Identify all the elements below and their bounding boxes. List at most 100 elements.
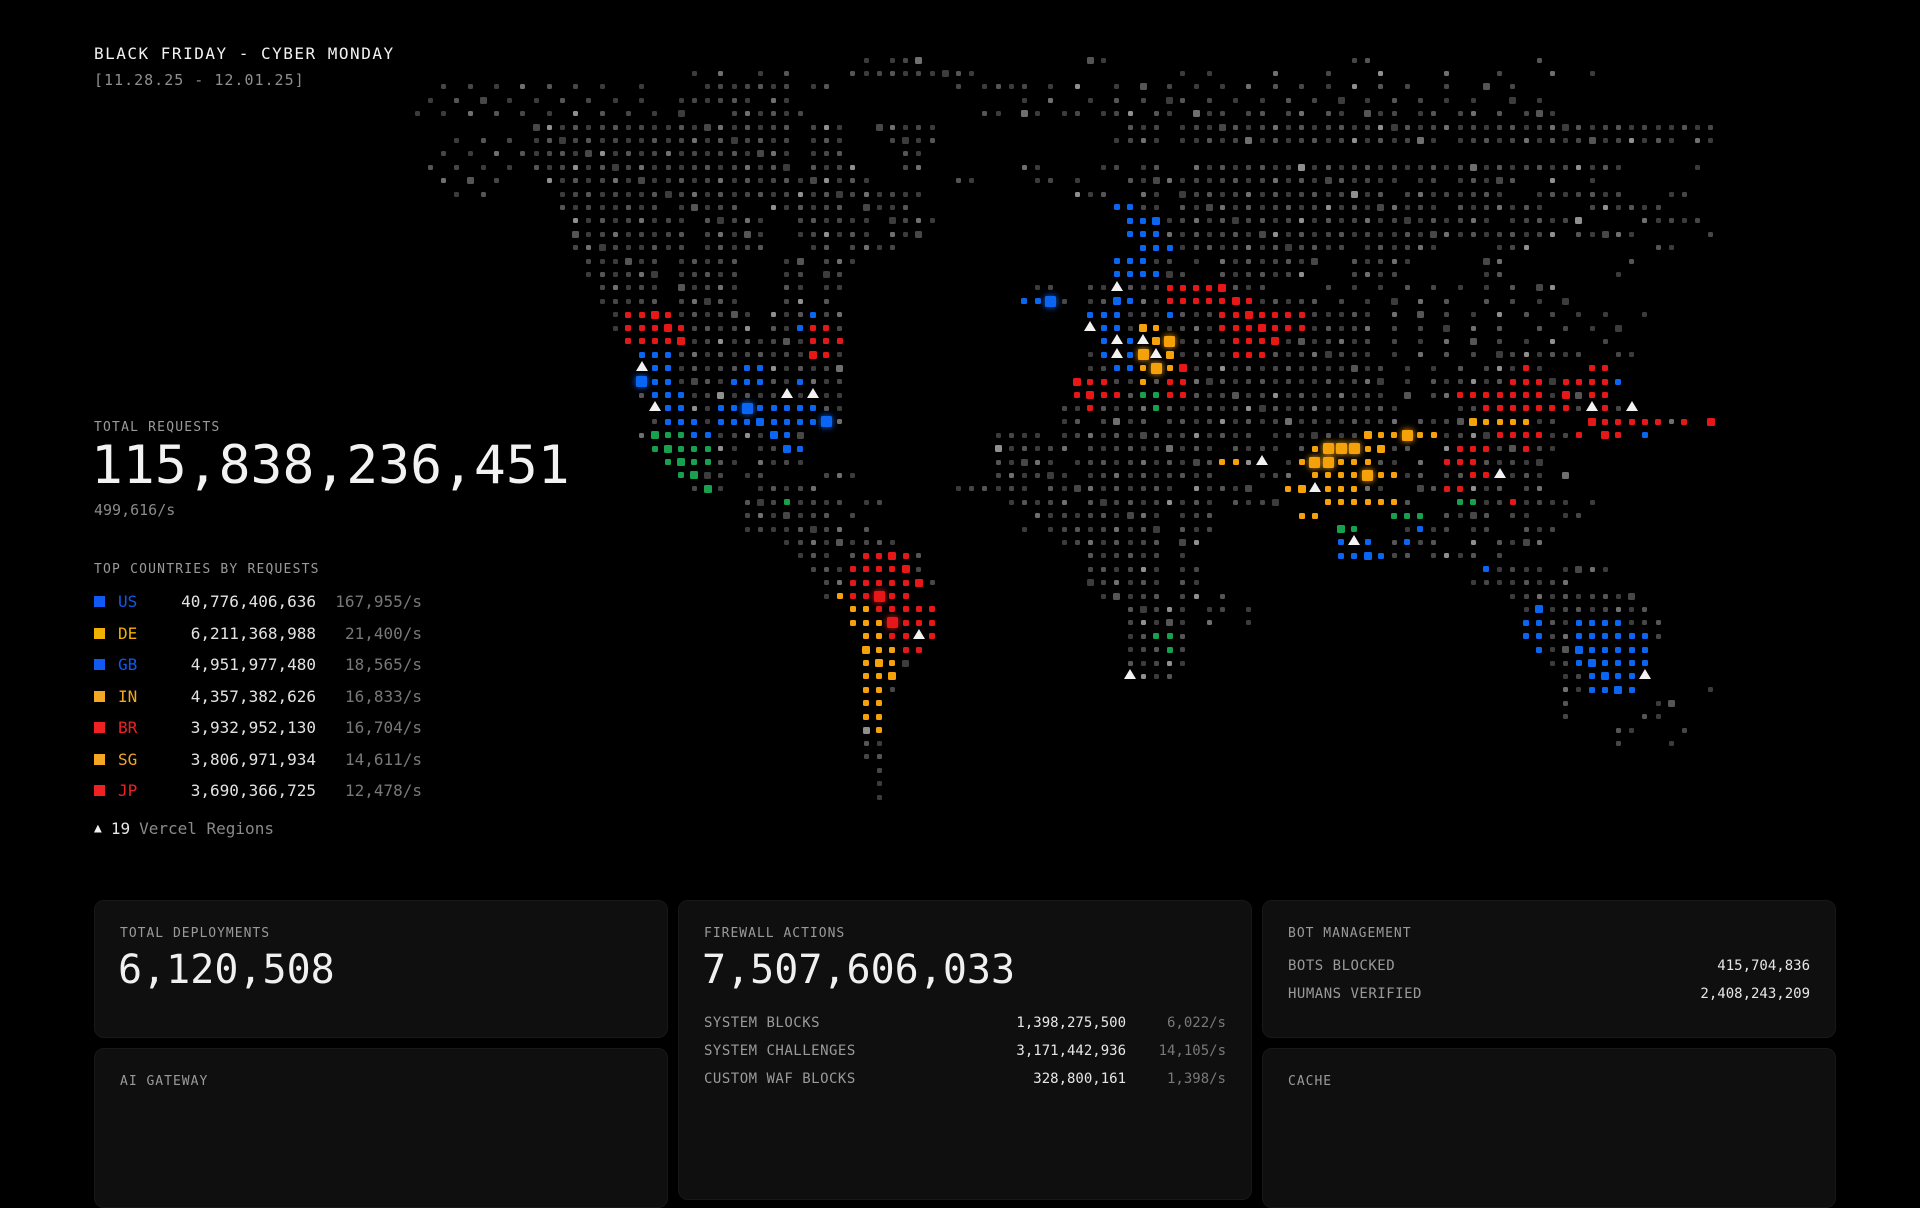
map-dot <box>1206 124 1212 130</box>
map-dot <box>823 298 829 304</box>
map-dot <box>863 700 869 707</box>
map-dot <box>1457 124 1463 130</box>
map-dot <box>1497 245 1503 251</box>
map-dot <box>1074 84 1080 90</box>
map-dot <box>1629 137 1635 143</box>
map-dot <box>1206 392 1212 398</box>
map-dot <box>599 137 605 143</box>
map-dot <box>1549 111 1555 117</box>
map-dot <box>1140 298 1146 304</box>
map-dot <box>1140 647 1146 653</box>
map-dot <box>467 84 473 90</box>
map-dot <box>1470 124 1476 130</box>
map-dot <box>1272 392 1278 398</box>
map-dot <box>1285 405 1291 411</box>
map-dot <box>771 513 777 519</box>
map-dot <box>1150 362 1162 374</box>
map-dot <box>1391 97 1397 103</box>
map-dot <box>1127 647 1133 653</box>
map-dot <box>454 164 460 170</box>
map-dot <box>1206 352 1212 358</box>
map-dot <box>1206 446 1212 452</box>
map-dot <box>1180 526 1186 532</box>
map-dot <box>797 418 803 425</box>
map-dot <box>1233 191 1239 197</box>
map-dot <box>1140 566 1146 572</box>
total-requests-rate: 499,616/s <box>94 501 176 519</box>
map-dot <box>1206 620 1212 626</box>
map-dot <box>1444 553 1450 559</box>
map-dot <box>1391 512 1397 519</box>
map-dot <box>1536 231 1542 237</box>
map-dot <box>678 472 685 479</box>
map-dot <box>1615 673 1622 680</box>
map-dot <box>651 378 658 385</box>
map-dot <box>1708 124 1714 130</box>
map-dot <box>757 352 763 358</box>
map-dot <box>1140 405 1146 411</box>
map-dot <box>1259 392 1265 398</box>
firewall-row: CUSTOM WAF BLOCKS 328,800,161 1,398/s <box>704 1065 1226 1093</box>
map-dot <box>850 513 856 519</box>
map-dot <box>678 392 685 398</box>
map-dot <box>625 151 631 157</box>
map-dot <box>1391 553 1397 559</box>
map-dot <box>1589 124 1595 130</box>
map-dot <box>586 271 592 277</box>
map-dot <box>1325 432 1331 438</box>
map-dot <box>639 164 645 170</box>
map-dot <box>1483 218 1489 224</box>
map-dot <box>1642 204 1648 210</box>
map-dot <box>982 84 988 90</box>
map-dot <box>757 178 763 184</box>
map-dot <box>1192 458 1200 466</box>
map-dot <box>1615 352 1621 358</box>
map-dot <box>1180 419 1186 425</box>
map-dot <box>1444 70 1450 76</box>
map-dot <box>1206 486 1212 492</box>
map-dot <box>1483 566 1490 573</box>
map-dot <box>705 151 711 157</box>
map-dot <box>929 137 935 143</box>
firewall-row-label: CUSTOM WAF BLOCKS <box>704 1071 856 1087</box>
map-dot <box>1246 365 1252 371</box>
map-dot <box>1708 231 1714 237</box>
map-dot <box>1180 338 1186 344</box>
map-dot <box>1047 471 1055 479</box>
map-dot <box>691 352 697 358</box>
map-dot <box>1681 218 1687 224</box>
map-dot <box>1549 231 1555 237</box>
map-dot <box>1193 137 1199 143</box>
map-dot <box>1482 83 1490 91</box>
map-dot <box>717 405 724 412</box>
map-dot <box>771 352 777 358</box>
map-dot <box>1431 539 1437 545</box>
map-dot <box>1180 633 1186 639</box>
map-dot <box>1325 84 1331 90</box>
map-dot <box>636 376 648 388</box>
map-dot <box>1403 391 1411 399</box>
map-dot <box>1193 566 1199 572</box>
map-dot <box>1035 164 1041 170</box>
map-dot <box>1193 499 1199 505</box>
map-dot <box>559 97 565 103</box>
map-dot <box>1087 191 1093 197</box>
map-dot <box>797 204 803 210</box>
map-dot <box>836 338 843 345</box>
map-dot <box>1259 245 1265 251</box>
country-color-swatch <box>94 659 105 671</box>
map-dot <box>875 659 884 667</box>
map-dot <box>914 578 923 587</box>
map-dot <box>1536 325 1542 331</box>
map-dot <box>1457 365 1463 371</box>
map-dot <box>1549 178 1555 184</box>
map-dot <box>1417 419 1423 425</box>
map-dot <box>639 298 645 304</box>
map-dot <box>546 164 552 170</box>
map-dot <box>1351 178 1357 184</box>
map-dot <box>1365 57 1371 63</box>
map-dot <box>783 337 791 345</box>
map-dot <box>599 285 605 291</box>
map-dot <box>1377 499 1384 506</box>
map-dot <box>1206 137 1212 143</box>
